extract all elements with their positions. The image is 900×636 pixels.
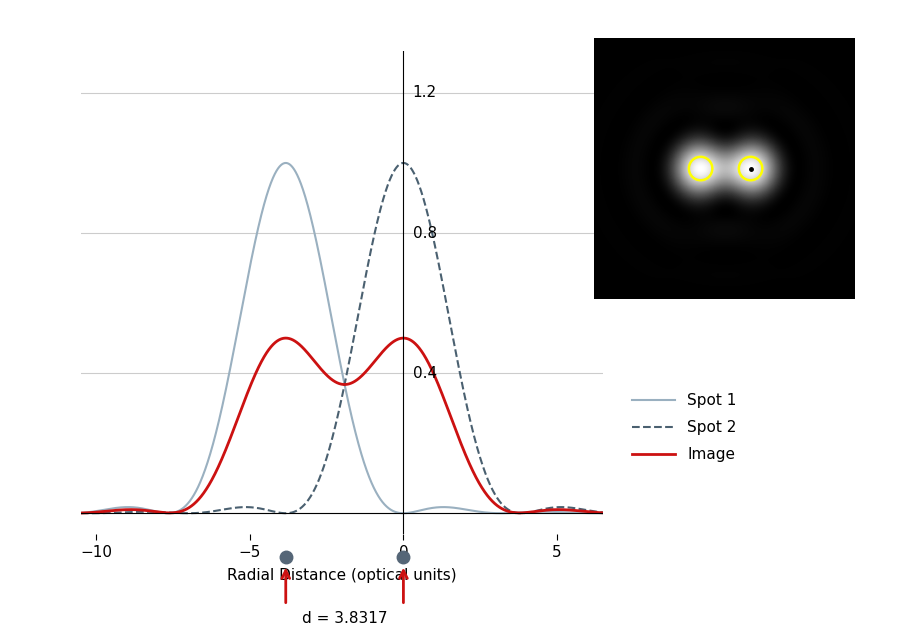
Text: 0.4: 0.4 bbox=[412, 366, 436, 380]
Text: 1.2: 1.2 bbox=[412, 85, 436, 100]
Legend: Spot 1, Spot 2, Image: Spot 1, Spot 2, Image bbox=[626, 387, 742, 469]
Text: d = 3.8317: d = 3.8317 bbox=[302, 611, 387, 626]
X-axis label: Radial Distance (optical units): Radial Distance (optical units) bbox=[227, 568, 457, 583]
Text: 0.8: 0.8 bbox=[412, 226, 436, 240]
